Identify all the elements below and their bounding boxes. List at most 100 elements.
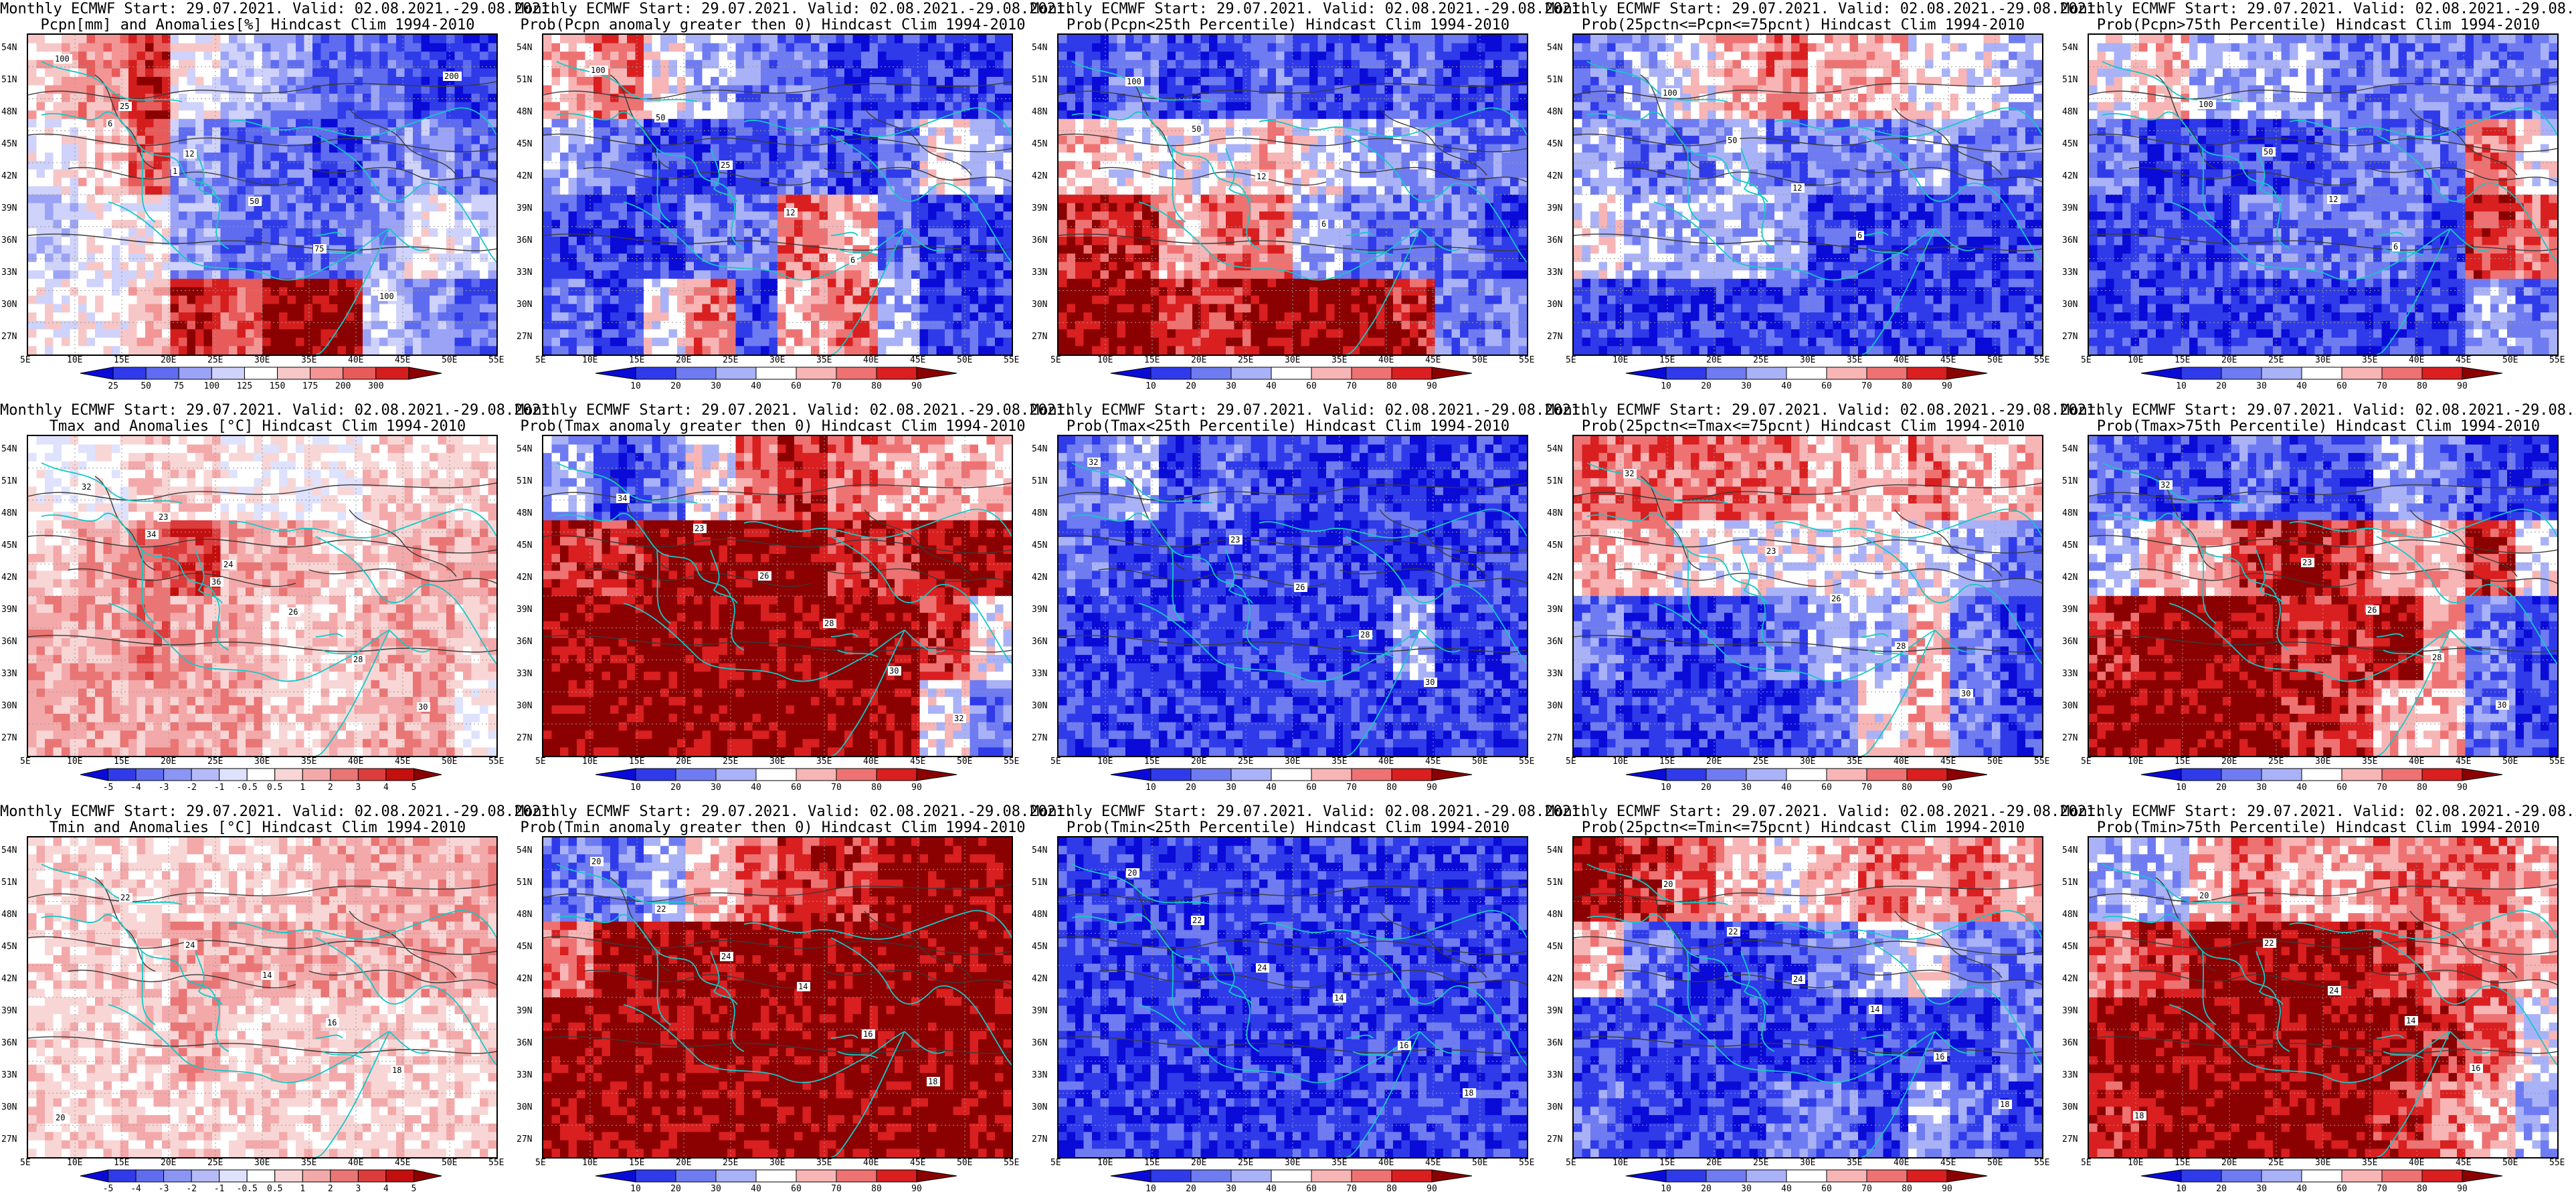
map-area: 14 16 18 20 22 24 [27, 836, 498, 1159]
lat-label: 30N [2062, 701, 2078, 711]
contour-label: 100 [54, 54, 72, 64]
lon-label: 55E [1004, 1158, 1019, 1168]
lat-label: 30N [1547, 701, 1562, 711]
colorbar-tick-label: 30 [1226, 783, 1236, 793]
contour-label: 14 [1333, 993, 1346, 1003]
colorbar-tick-label: 10 [1661, 783, 1671, 793]
lon-label: 10E [67, 757, 82, 767]
lat-label: 30N [1, 701, 17, 711]
colorbar-tick-label: 70 [1861, 381, 1872, 391]
colorbar-tick-label: -3 [159, 1184, 169, 1194]
colorbar-tick-label: 80 [1386, 1184, 1397, 1194]
colorbar-tick-label: 60 [1821, 381, 1832, 391]
lat-label: 33N [1, 268, 17, 278]
lat-label: 39N [1547, 605, 1562, 615]
lat-label: 30N [1547, 1102, 1562, 1112]
colorbar-tick-label: 40 [1781, 1184, 1792, 1194]
lon-label: 20E [161, 757, 176, 767]
lon-label: 45E [1425, 355, 1441, 365]
lon-label: 45E [1940, 355, 1956, 365]
map-panel-tmax-5: Monthly ECMWF Start: 29.07.2021. Valid: … [2061, 401, 2576, 803]
lon-label: 45E [910, 355, 925, 365]
contour-label: 24 [222, 560, 236, 569]
lat-label: 51N [1032, 75, 1047, 85]
lon-label: 30E [254, 757, 270, 767]
lon-label: 50E [2502, 355, 2518, 365]
colorbar-tick-label: 90 [1427, 783, 1437, 793]
lat-label: 48N [1032, 107, 1047, 117]
colorbar-tick-label: 30 [711, 1184, 721, 1194]
panel-title-line2: Prob(Pcpn anomaly greater then 0) Hindca… [515, 17, 1030, 33]
lat-label: 30N [1032, 300, 1047, 310]
lat-label: 33N [517, 268, 532, 278]
lat-label: 33N [1547, 669, 1562, 679]
lon-label: 50E [1472, 757, 1487, 767]
colorbar-tick-label: 30 [711, 783, 721, 793]
map-panel-tmax-2: Monthly ECMWF Start: 29.07.2021. Valid: … [515, 401, 1073, 803]
lon-label: 50E [1472, 1158, 1487, 1168]
contour-label: 6 [2392, 242, 2400, 252]
lon-label: 20E [1191, 1158, 1206, 1168]
lat-label: 42N [517, 974, 532, 984]
colorbar-tick-label: 40 [1266, 1184, 1277, 1194]
lon-label: 5E [20, 355, 31, 365]
lat-label: 39N [1547, 203, 1562, 213]
lat-label: 36N [1032, 1038, 1047, 1048]
colorbar-tick-label: 50 [141, 381, 151, 391]
lon-label: 10E [1097, 1158, 1113, 1168]
lat-label: 51N [517, 878, 532, 888]
panel-title-line2: Prob(Tmin>75th Percentile) Hindcast Clim… [2061, 820, 2576, 836]
colorbar-tick-label: -5 [103, 1184, 114, 1194]
lon-label: 30E [2315, 355, 2330, 365]
lat-label: 48N [1032, 910, 1047, 920]
lon-label: 25E [723, 355, 738, 365]
colorbar-tick-label: 70 [1346, 381, 1357, 391]
colorbar-tick-label: 40 [1781, 783, 1792, 793]
lon-label: 20E [1191, 757, 1206, 767]
lon-label: 25E [207, 1158, 223, 1168]
lat-label: 42N [517, 573, 532, 583]
colorbar-tick-label: -2 [186, 1184, 197, 1194]
contour-label: 22 [2263, 938, 2276, 948]
colorbar-tick-label: 0.5 [267, 783, 282, 793]
lat-label: 48N [1, 910, 17, 920]
lat-label: 30N [2062, 300, 2078, 310]
lon-label: 35E [301, 355, 316, 365]
lon-label: 55E [1519, 355, 1534, 365]
panel-title-line1: Monthly ECMWF Start: 29.07.2021. Valid: … [0, 804, 558, 820]
panel-title-line1: Monthly ECMWF Start: 29.07.2021. Valid: … [1546, 1, 2104, 17]
lon-label: 55E [2034, 355, 2049, 365]
lat-label: 48N [1547, 508, 1562, 518]
lon-label: 5E [1050, 1158, 1061, 1168]
lon-label: 40E [1378, 757, 1394, 767]
lon-label: 25E [2268, 1158, 2284, 1168]
colorbar-tick-label: 80 [871, 1184, 882, 1194]
lon-label: 40E [1894, 355, 1909, 365]
lat-label: 30N [1547, 300, 1562, 310]
contour-label: 75 [313, 244, 327, 254]
lon-label: 10E [2128, 1158, 2143, 1168]
lon-label: 30E [769, 1158, 785, 1168]
contour-label: 32 [953, 714, 966, 723]
lon-label: 15E [2175, 1158, 2190, 1168]
lat-label: 36N [1547, 235, 1562, 245]
lat-label: 33N [1032, 669, 1047, 679]
contour-label: 50 [1726, 136, 1740, 145]
colorbar-tick-label: 90 [1942, 783, 1952, 793]
lon-label: 50E [957, 1158, 972, 1168]
lat-label: 51N [1547, 878, 1562, 888]
lat-label: 45N [1032, 139, 1047, 149]
colorbar-tick-label: 10 [1661, 1184, 1671, 1194]
colorbar-tick-label: 200 [335, 381, 351, 391]
lat-label: 42N [2062, 573, 2078, 583]
lat-label: 39N [2062, 203, 2078, 213]
contour-label: 16 [1934, 1052, 1947, 1062]
contour-label: 12 [2327, 195, 2340, 204]
colorbar-tick-label: 40 [2296, 783, 2307, 793]
lon-label: 40E [348, 1158, 363, 1168]
lon-label: 55E [2549, 355, 2565, 365]
lon-label: 40E [2409, 355, 2424, 365]
contour-label: 100 [1661, 88, 1680, 98]
lat-label: 54N [1, 845, 17, 856]
lat-label: 51N [2062, 878, 2078, 888]
